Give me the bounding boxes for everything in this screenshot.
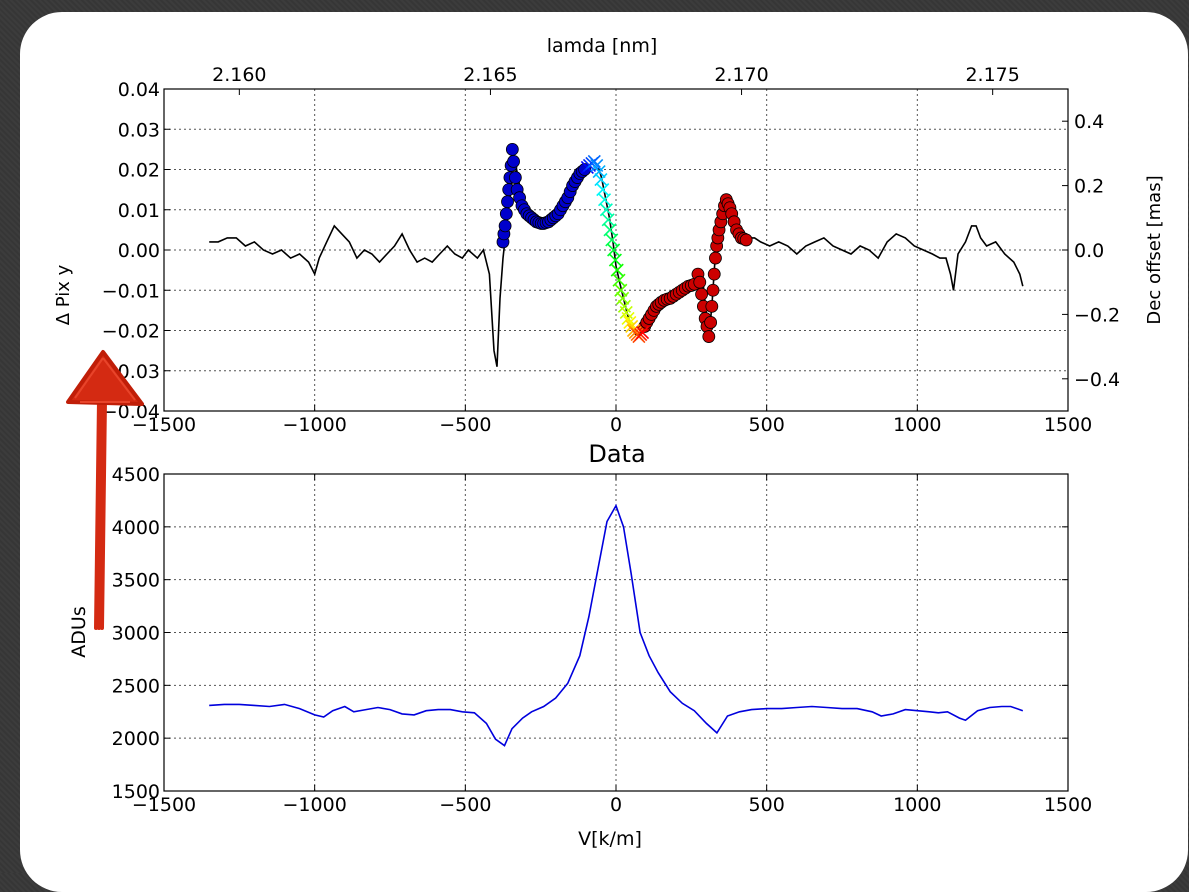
y2-tick-label: 0.2 (1074, 176, 1104, 198)
data-point (702, 330, 716, 343)
y-tick-label: 0.04 (118, 79, 160, 101)
chart-bottom: −1500 −1000 −500 0 500 1000 1500 1500 2000 2500 30… (112, 464, 1093, 816)
plot-frame (163, 473, 1069, 792)
data-point (587, 154, 601, 169)
x-tick-label: 1500 (1044, 414, 1092, 436)
y-tick-label: −0.04 (102, 401, 160, 423)
series-line (209, 160, 1024, 367)
data-point (704, 316, 718, 329)
data-point (501, 195, 514, 209)
data-point (623, 315, 637, 330)
x-tick-label: −500 (439, 794, 491, 816)
data-point (635, 325, 650, 340)
x-tick-label: 0 (610, 794, 622, 816)
data-point (707, 267, 721, 281)
data-point (621, 311, 635, 325)
data-point (616, 291, 630, 305)
x-tick-label: 1000 (893, 794, 941, 816)
top-x-tick-label: 2.160 (212, 64, 266, 86)
y2-tick-label: 0.4 (1074, 111, 1104, 133)
x-tick-label: 1500 (1044, 794, 1092, 816)
bottom-chart-title: Data (588, 440, 645, 468)
y-tick-label: 3000 (112, 623, 160, 645)
data-point (507, 155, 520, 168)
x-tick-label: −1500 (132, 414, 196, 436)
y-tick-label: 1500 (112, 781, 160, 803)
top-x-tick-label: 2.170 (714, 64, 768, 86)
y-tick-label: 0.03 (118, 119, 160, 141)
y-tick-label: 2000 (112, 728, 160, 750)
data-point (705, 299, 719, 313)
y2-tick-label: −0.2 (1074, 304, 1120, 326)
plot-frame (163, 88, 1069, 412)
x-tick-label: −1000 (283, 414, 347, 436)
x-tick-label: −500 (439, 414, 491, 436)
x-tick-label: −1500 (132, 794, 196, 816)
y2-tick-label: −0.4 (1074, 369, 1120, 391)
y-tick-label: −0.02 (102, 321, 160, 343)
data-point (505, 142, 519, 156)
series-line (209, 503, 1024, 747)
data-point (693, 275, 707, 289)
y-tick-label: 2500 (112, 675, 160, 697)
bottom-y-axis-label: ADUs (68, 606, 90, 657)
x-tick-label: 500 (749, 794, 785, 816)
data-point (709, 251, 722, 265)
x-tick-label: 500 (749, 414, 785, 436)
data-point (592, 164, 606, 179)
y-tick-label: 4000 (112, 517, 160, 539)
y-tick-label: −0.01 (102, 280, 160, 302)
top-y2-axis-label: Dec offset [mas] (1144, 175, 1165, 324)
data-point (695, 287, 708, 301)
data-point (706, 283, 720, 297)
data-point (498, 219, 512, 233)
y-tick-label: 3500 (112, 570, 160, 592)
bottom-x-axis-label: V[k/m] (578, 828, 642, 850)
figure: −1500 −1000 −500 0 500 1000 1500−0.04−0.03−0.0… (53, 35, 1165, 850)
top-x-axis-label: lamda [nm] (547, 35, 658, 57)
top-y-axis-label: Δ Pix y (53, 264, 74, 325)
x-tick-label: 0 (610, 414, 622, 436)
data-point (499, 207, 513, 221)
x-tick-label: −1000 (283, 794, 347, 816)
y-tick-label: 0.01 (118, 200, 160, 222)
top-x-tick-label: 2.165 (463, 64, 517, 86)
chart-top: −1500 −1000 −500 0 500 1000 1500−0.04−0.03−0.0… (102, 64, 1120, 436)
y-tick-label: 4500 (112, 464, 160, 486)
y-tick-label: 0.00 (118, 240, 160, 262)
y2-tick-label: 0.0 (1074, 240, 1104, 262)
data-point (508, 171, 522, 184)
y-tick-label: 0.02 (118, 160, 160, 182)
red-arrow-annotation (66, 350, 144, 630)
data-point (614, 283, 628, 297)
data-point (739, 233, 753, 247)
x-tick-label: 1000 (893, 414, 941, 436)
top-x-tick-label: 2.175 (965, 64, 1019, 86)
